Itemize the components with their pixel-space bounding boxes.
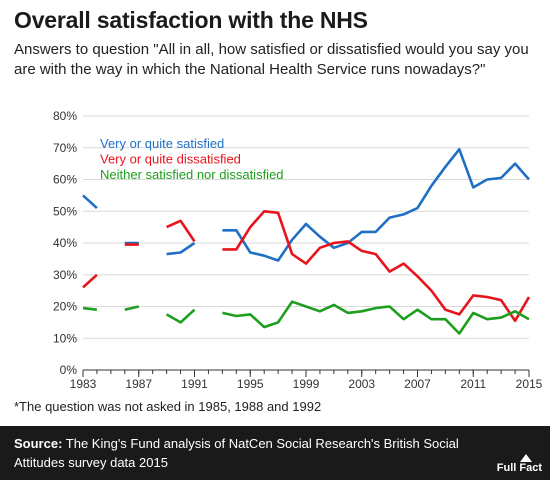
x-tick-label: 2003 <box>348 377 375 391</box>
y-tick-label: 20% <box>53 300 77 314</box>
source-label: Source: <box>14 436 63 451</box>
line-chart: 0% 10% 20% 30% 40% 50% 60% 70% 80% 1983 1987 1991 19… <box>53 109 543 391</box>
chart-title: Overall satisfaction with the NHS <box>14 7 368 33</box>
x-tick-label: 1987 <box>125 377 152 391</box>
x-tick-label: 1995 <box>237 377 264 391</box>
x-tick-label: 2007 <box>404 377 431 391</box>
y-tick-label: 0% <box>60 363 78 377</box>
source-text: Source: The King's Fund analysis of NatC… <box>14 434 484 472</box>
y-tick-label: 30% <box>53 268 77 282</box>
full-fact-logo: Full Fact <box>496 452 542 474</box>
data-series <box>82 148 531 335</box>
axes: 0% 10% 20% 30% 40% 50% 60% 70% 80% 1983 1987 1991 19… <box>53 109 543 391</box>
y-tick-label: 40% <box>53 236 77 250</box>
y-tick-label: 10% <box>53 331 77 345</box>
logo-text: Full Fact <box>496 462 542 474</box>
source-footer: Source: The King's Fund analysis of NatC… <box>0 426 550 480</box>
source-description: The King's Fund analysis of NatCen Socia… <box>14 436 459 470</box>
y-tick-label: 70% <box>53 141 77 155</box>
y-tick-label: 50% <box>53 204 77 218</box>
logo-mark-icon <box>520 454 532 462</box>
series-line-1 <box>82 210 531 323</box>
legend-entry: Very or quite satisfied <box>100 136 224 151</box>
series-line-0 <box>82 148 530 262</box>
x-tick-label: 2015 <box>516 377 543 391</box>
y-tick-label: 60% <box>53 173 77 187</box>
legend-entry: Neither satisfied nor dissatisfied <box>100 167 284 182</box>
footnote: *The question was not asked in 1985, 198… <box>14 399 322 414</box>
chart-subtitle: Answers to question "All in all, how sat… <box>14 41 529 78</box>
series-line-2 <box>82 300 530 335</box>
x-tick-label: 1983 <box>70 377 97 391</box>
legend-entry: Very or quite dissatisfied <box>100 152 241 167</box>
y-tick-label: 80% <box>53 109 77 123</box>
x-tick-label: 2011 <box>460 377 486 391</box>
x-tick-label: 1999 <box>293 377 320 391</box>
x-tick-label: 1991 <box>181 377 208 391</box>
